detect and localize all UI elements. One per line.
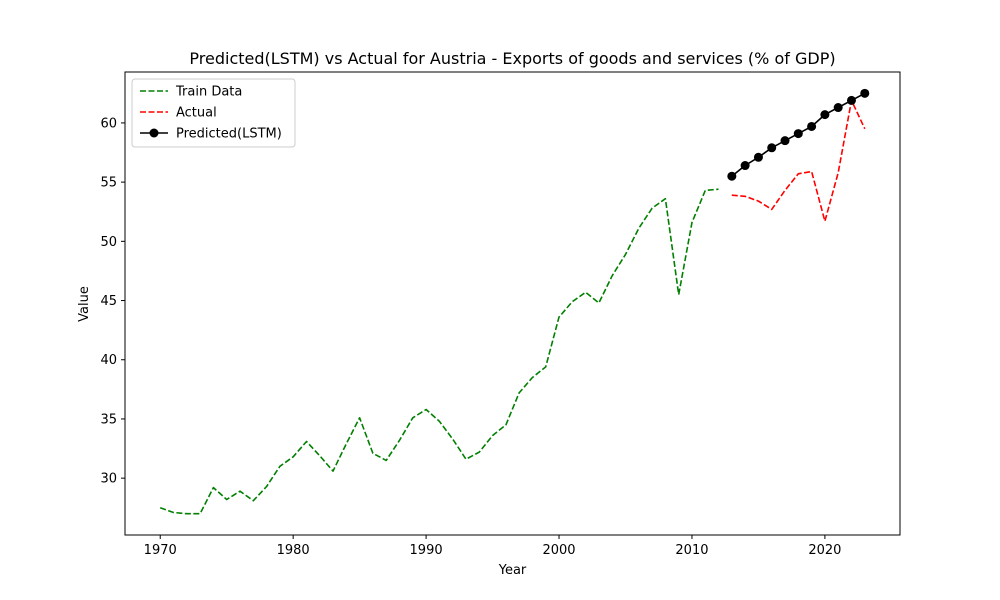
- x-tick-label: 1970: [144, 543, 177, 558]
- y-tick-label: 30: [100, 472, 117, 487]
- series-layer: [159, 88, 870, 515]
- data-point: [740, 161, 750, 171]
- plot-area: [124, 71, 901, 536]
- data-point: [860, 88, 870, 98]
- y-tick-label: 55: [100, 176, 117, 191]
- y-tick-label: 60: [100, 116, 117, 131]
- legend: Train Data Actual Predicted(LSTM): [131, 78, 296, 148]
- x-axis-label: Year: [498, 563, 527, 578]
- data-point: [753, 152, 763, 162]
- y-tick-label: 35: [100, 412, 117, 427]
- x-tick-label: 2010: [675, 543, 708, 558]
- y-tick-label: 45: [100, 294, 117, 309]
- data-point: [833, 103, 843, 113]
- y-tick-label: 50: [100, 235, 117, 250]
- x-tick-label: 2020: [808, 543, 841, 558]
- series-line-actual: [731, 99, 866, 222]
- data-point: [727, 171, 737, 181]
- legend-marker: [149, 128, 159, 138]
- y-tick-label: 40: [100, 353, 117, 368]
- y-axis: 30 35 40 45 50 55 60: [100, 116, 125, 487]
- legend-box: [131, 78, 296, 148]
- data-point: [767, 143, 777, 153]
- data-point: [820, 110, 830, 120]
- x-tick-label: 1980: [277, 543, 310, 558]
- legend-label: Actual: [176, 106, 217, 121]
- legend-label: Predicted(LSTM): [176, 127, 282, 142]
- x-tick-label: 2000: [542, 543, 575, 558]
- y-axis-label: Value: [77, 286, 92, 322]
- data-point: [793, 129, 803, 139]
- data-point: [807, 121, 817, 131]
- chart-title: Predicted(LSTM) vs Actual for Austria - …: [189, 49, 835, 68]
- series-line-train-data: [159, 188, 719, 515]
- legend-label: Train Data: [175, 85, 242, 100]
- x-axis: 1970 1980 1990 2000 2010 2020: [144, 535, 841, 558]
- data-point: [846, 95, 856, 105]
- x-tick-label: 1990: [410, 543, 443, 558]
- data-point: [780, 136, 790, 146]
